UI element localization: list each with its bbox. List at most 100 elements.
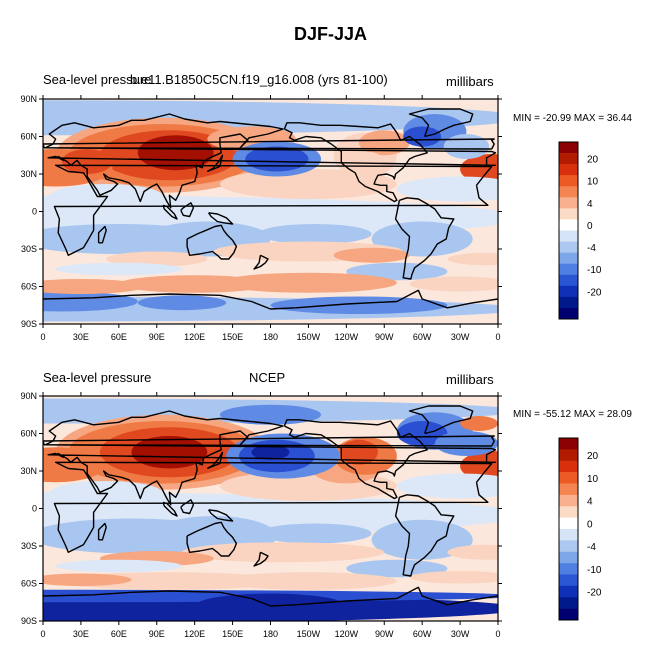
colorbar-swatch	[559, 142, 578, 154]
colorbar-swatch	[559, 472, 578, 484]
lon-tick-label: 30E	[73, 629, 89, 639]
coastline	[43, 289, 498, 310]
coastline	[53, 164, 493, 257]
colorbar-swatch	[559, 252, 578, 264]
colorbar-swatch	[559, 164, 578, 176]
coastline	[394, 494, 455, 577]
pressure-anomaly-region	[137, 135, 214, 171]
lon-tick-label: 60W	[413, 332, 432, 342]
pressure-anomaly-region	[43, 279, 145, 294]
lat-tick-label: 90S	[21, 319, 37, 329]
colorbar-swatch	[559, 263, 578, 276]
lon-tick-label: 150E	[222, 332, 243, 342]
panel1-min-max: MIN = -20.99 MAX = 36.44	[513, 113, 632, 124]
figure-title: DJF-JJA	[293, 24, 368, 44]
pressure-anomaly-region	[460, 416, 498, 431]
colorbar-label: -10	[587, 265, 602, 276]
coastline	[162, 204, 178, 220]
pressure-anomaly-region	[346, 559, 448, 578]
colorbar-swatch	[559, 449, 578, 462]
pressure-anomaly-region	[409, 276, 498, 292]
lon-tick-label: 90W	[375, 629, 394, 639]
colorbar-label: -20	[587, 588, 602, 599]
coastline	[253, 254, 269, 270]
lat-tick-label: 60S	[21, 282, 37, 292]
coastline	[206, 154, 224, 173]
pressure-anomaly-region	[409, 571, 498, 584]
map-panel-1	[43, 99, 498, 324]
lon-tick-label: 0	[495, 629, 500, 639]
colorbar-swatch	[559, 597, 578, 609]
coastline	[283, 419, 428, 500]
pressure-anomaly-region	[443, 134, 490, 159]
lon-tick-label: 120E	[184, 332, 205, 342]
lon-tick-label: 0	[40, 332, 45, 342]
colorbar-label: -20	[587, 287, 602, 298]
coastline	[186, 224, 238, 260]
colorbar-label: 20	[587, 155, 599, 166]
coastline	[97, 225, 107, 244]
pressure-anomaly-region	[219, 169, 397, 199]
panel1-variable-label: Sea-level pressure	[43, 72, 152, 87]
colorbar-swatch	[559, 483, 578, 496]
panel2-units-label: millibars	[446, 372, 494, 387]
coastline	[44, 410, 497, 506]
coastline	[53, 461, 493, 553]
colorbar-label: 4	[587, 497, 593, 508]
colorbar-swatch	[559, 540, 578, 553]
lon-tick-label: 60W	[413, 629, 432, 639]
colorbar-swatch	[559, 529, 578, 541]
coastline	[408, 405, 474, 435]
colorbar-swatch	[559, 563, 578, 575]
coastline	[43, 138, 495, 150]
coastline	[180, 202, 195, 218]
lon-tick-label: 60E	[111, 332, 127, 342]
lon-tick-label: 30W	[451, 629, 470, 639]
colorbar-swatch	[559, 208, 578, 220]
colorbar-swatch	[559, 219, 578, 231]
coastline	[253, 551, 269, 567]
colorbar-label: 4	[587, 199, 593, 210]
lat-tick-label: 30N	[20, 169, 37, 179]
coastline	[394, 197, 455, 280]
colorbar-label: 0	[587, 221, 593, 232]
pressure-anomaly-region	[106, 251, 208, 267]
pressure-anomaly-region	[447, 252, 498, 266]
pressure-anomaly-region	[43, 447, 107, 483]
pressure-anomaly-region	[396, 421, 448, 446]
colorbar-swatch	[559, 574, 578, 587]
lon-tick-label: 150E	[222, 629, 243, 639]
lon-tick-label: 180	[263, 629, 278, 639]
coastline	[208, 212, 234, 225]
colorbar-swatch	[559, 506, 578, 518]
lat-tick-label: 90N	[20, 94, 37, 104]
lat-tick-label: 30N	[20, 466, 37, 476]
panel2-case-label: NCEP	[249, 370, 286, 385]
pressure-anomaly-region	[61, 149, 113, 174]
panel1-case-label: b.e11.B1850C5CN.f19_g16.008 (yrs 81-100)	[130, 72, 388, 87]
lon-tick-label: 90E	[149, 629, 165, 639]
colorbar-swatch	[559, 438, 578, 450]
pressure-anomaly-region	[346, 151, 385, 172]
pressure-anomaly-region	[403, 126, 442, 147]
pressure-anomaly-region	[219, 572, 397, 590]
pressure-anomaly-region	[270, 296, 448, 314]
lon-tick-label: 90E	[149, 332, 165, 342]
pressure-anomaly-region	[257, 224, 372, 244]
pressure-anomaly-region	[396, 473, 498, 499]
lat-tick-label: 0	[32, 504, 37, 514]
coastline	[283, 122, 428, 203]
colorbar-swatch	[559, 551, 578, 564]
pressure-anomaly-region	[460, 154, 498, 184]
colorbar-swatch	[559, 608, 578, 621]
lat-tick-label: 30S	[21, 541, 37, 551]
coastline	[206, 451, 224, 470]
coastline	[43, 435, 495, 447]
colorbar-label: -4	[587, 542, 596, 553]
coastline	[44, 113, 497, 209]
lat-tick-label: 30S	[21, 244, 37, 254]
lat-tick-label: 0	[32, 207, 37, 217]
colorbar-swatch	[559, 274, 578, 287]
colorbar-swatch	[559, 307, 578, 320]
pressure-anomaly-region	[447, 544, 498, 560]
